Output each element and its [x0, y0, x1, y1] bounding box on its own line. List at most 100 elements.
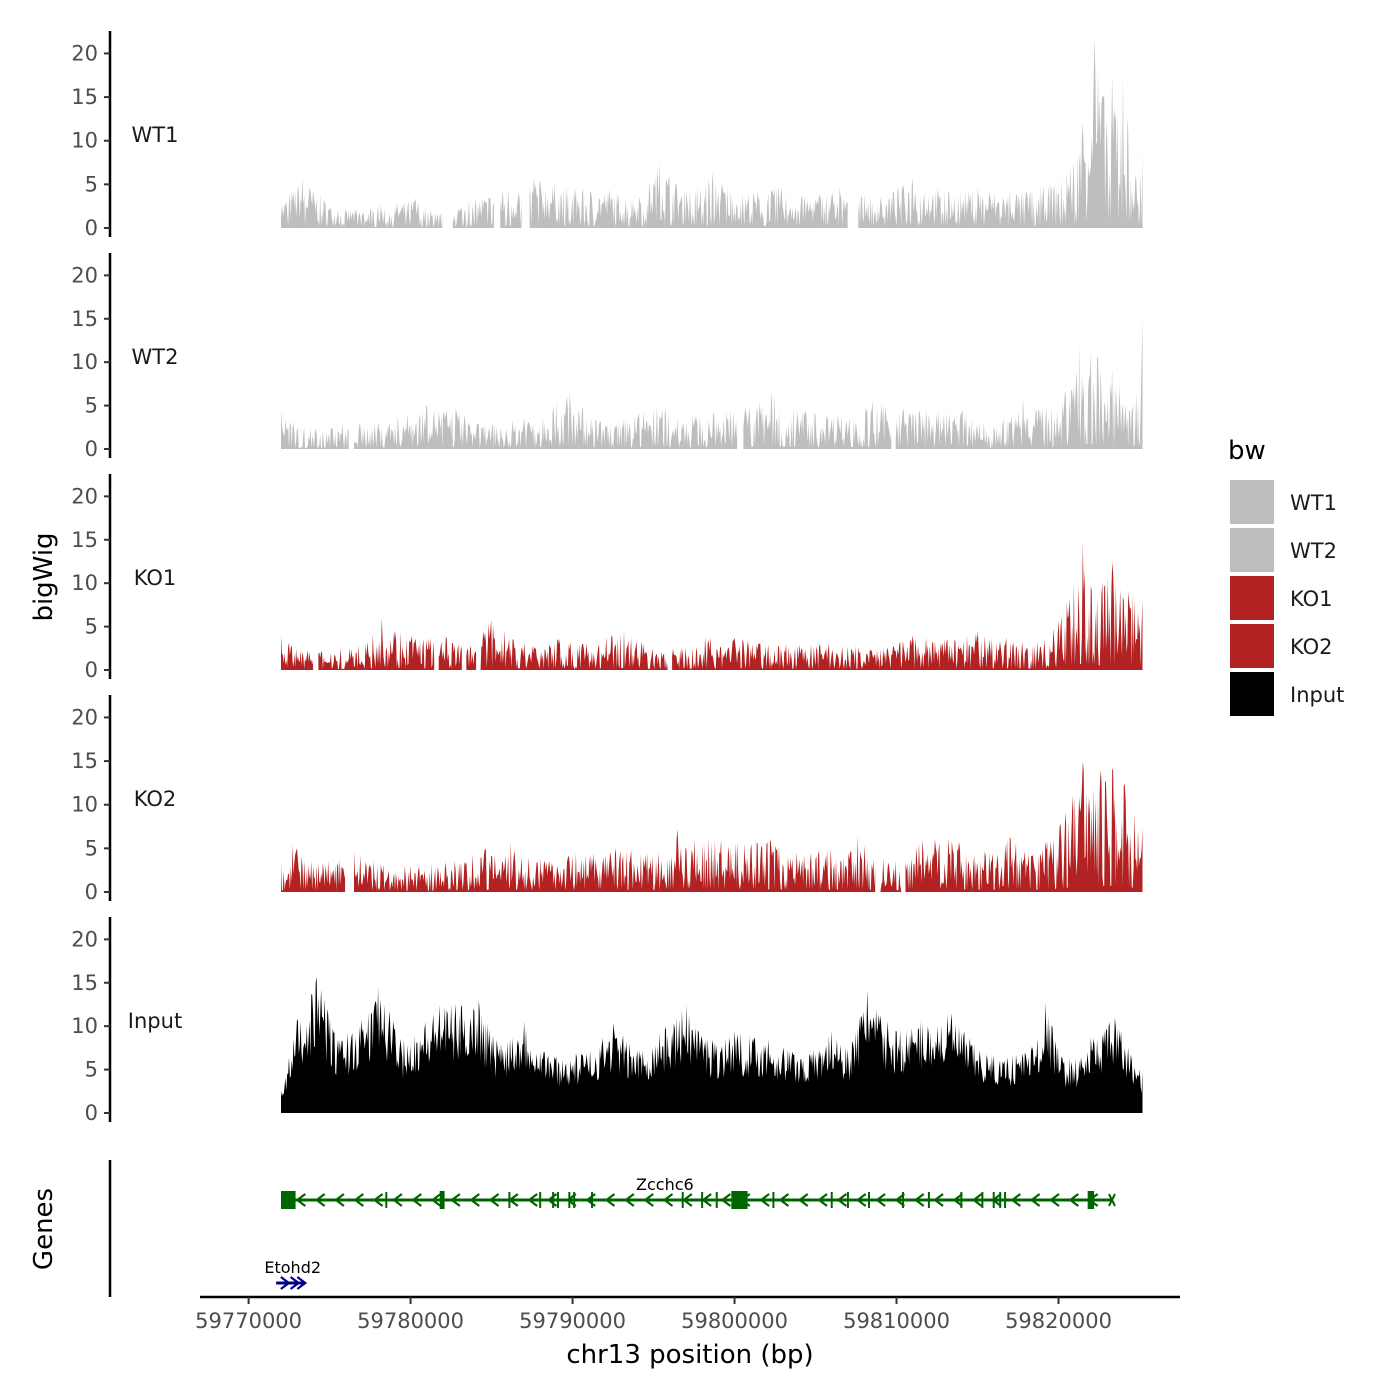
- x-axis: 59770000 59780000 59790000 59800000 59810000…: [195, 1295, 1180, 1333]
- y-tick-label: 10: [71, 1014, 98, 1038]
- legend-swatch: [1230, 576, 1274, 620]
- strand-arrow-icon: [855, 1193, 867, 1207]
- strand-arrow-icon: [643, 1193, 654, 1207]
- strand-arrow-icon: [1049, 1193, 1060, 1207]
- gene-end-mark: [1108, 1193, 1116, 1207]
- strand-arrow-icon: [1010, 1193, 1022, 1207]
- legend-swatch: [1230, 480, 1274, 524]
- strand-arrow-icon: [1029, 1193, 1041, 1207]
- y-tick-label: 20: [71, 41, 98, 65]
- exon-block: [280, 1191, 296, 1209]
- y-tick-label: 0: [85, 216, 98, 240]
- y-tick-label: 20: [71, 263, 98, 287]
- track-label: KO2: [134, 787, 177, 811]
- strand-arrow-icon: [933, 1193, 944, 1207]
- strand-arrow-icon: [971, 1193, 983, 1207]
- strand-arrow-icon: [759, 1193, 770, 1207]
- gene-label: Etohd2: [264, 1258, 321, 1277]
- legend-swatch: [1230, 624, 1274, 668]
- legend-item-ko1: KO1: [1230, 576, 1333, 620]
- gene-zcchc6: Zcchc6: [280, 1175, 1116, 1209]
- y-tick-label: 15: [71, 307, 98, 331]
- coverage-area-ko1: [281, 542, 1143, 670]
- y-tick-label: 20: [71, 705, 98, 729]
- legend-label: WT1: [1290, 491, 1337, 515]
- track-wt2: 0 5 10 15 20 WT2: [71, 253, 1143, 461]
- y-tick-label: 5: [85, 615, 98, 639]
- strand-arrow-icon: [527, 1193, 538, 1207]
- coverage-area-ko2: [281, 761, 1143, 892]
- strand-arrow-icon: [334, 1193, 345, 1207]
- legend-label: Input: [1290, 683, 1344, 707]
- strand-arrow-icon: [450, 1193, 461, 1207]
- y-tick-label: 10: [71, 350, 98, 374]
- y-tick-label: 15: [71, 528, 98, 552]
- strand-arrow-icon: [720, 1193, 732, 1207]
- strand-arrow-icon: [797, 1193, 809, 1207]
- x-tick-label: 59810000: [843, 1309, 950, 1333]
- y-tick-label: 0: [85, 658, 98, 682]
- strand-arrow-icon: [1068, 1193, 1079, 1207]
- strand-arrow-icon: [289, 1276, 301, 1290]
- x-tick-label: 59780000: [357, 1309, 464, 1333]
- y-tick-label: 5: [85, 1058, 98, 1082]
- track-input: 0 5 10 15 20 Input: [71, 917, 1143, 1125]
- track-label: Input: [128, 1009, 182, 1033]
- legend-swatch: [1230, 672, 1274, 716]
- track-label: WT2: [132, 345, 179, 369]
- exon-block: [439, 1191, 445, 1209]
- legend-label: WT2: [1290, 539, 1337, 563]
- strand-arrow-icon: [604, 1193, 616, 1207]
- y-tick-label: 0: [85, 437, 98, 461]
- bigwig-tracks: 0 5 10 15 20 WT1 0 5 10 15 20 WT2 0 5 10 15 20 KO1 0 5 10 15 2…: [71, 31, 1143, 1125]
- track-label: KO1: [134, 566, 177, 590]
- gene-etohd2: Etohd2: [264, 1258, 321, 1290]
- strand-arrow-icon: [295, 1193, 306, 1207]
- y-tick-label: 0: [85, 880, 98, 904]
- x-tick-label: 59820000: [1005, 1309, 1112, 1333]
- legend-item-wt1: WT1: [1230, 480, 1337, 524]
- y-tick-label: 15: [71, 749, 98, 773]
- y-tick-label: 5: [85, 394, 98, 418]
- legend-item-ko2: KO2: [1230, 624, 1333, 668]
- y-tick-label: 15: [71, 85, 98, 109]
- genes-panel: Zcchc6 Etohd2: [108, 1160, 1116, 1297]
- x-axis-title: chr13 position (bp): [566, 1340, 813, 1370]
- y-tick-label: 0: [85, 1101, 98, 1125]
- strand-arrow-icon: [681, 1193, 693, 1207]
- strand-arrow-icon: [817, 1193, 828, 1207]
- coverage-area-wt1: [281, 37, 1143, 229]
- legend-swatch: [1230, 528, 1274, 572]
- y-tick-label: 10: [71, 129, 98, 153]
- legend-item-wt2: WT2: [1230, 528, 1337, 572]
- coverage-area-wt2: [281, 318, 1143, 449]
- y-tick-label: 10: [71, 571, 98, 595]
- gene-end-arrow-icon: [296, 1276, 308, 1290]
- strand-arrow-icon: [469, 1193, 480, 1207]
- x-tick-label: 59800000: [681, 1309, 788, 1333]
- strand-arrow-icon: [662, 1193, 674, 1207]
- y-tick-label: 15: [71, 971, 98, 995]
- genes-panel-title: Genes: [29, 1188, 59, 1270]
- strand-arrow-icon: [392, 1193, 403, 1207]
- strand-arrow-icon: [280, 1276, 291, 1290]
- strand-arrow-icon: [411, 1193, 422, 1207]
- y-tick-label: 5: [85, 172, 98, 196]
- exon-block: [731, 1191, 748, 1209]
- track-label: WT1: [132, 123, 179, 147]
- strand-arrow-icon: [952, 1193, 964, 1207]
- track-ko1: 0 5 10 15 20 KO1: [71, 474, 1143, 682]
- strand-arrow-icon: [836, 1193, 848, 1207]
- strand-arrow-icon: [913, 1193, 925, 1207]
- strand-arrow-icon: [778, 1193, 790, 1207]
- strand-arrow-icon: [624, 1193, 635, 1207]
- legend-label: KO2: [1290, 635, 1333, 659]
- strand-arrow-icon: [353, 1193, 364, 1207]
- exon-block: [1087, 1191, 1095, 1209]
- strand-arrow-icon: [430, 1193, 442, 1207]
- y-tick-label: 20: [71, 484, 98, 508]
- x-tick-label: 59790000: [519, 1309, 626, 1333]
- legend-label: KO1: [1290, 587, 1333, 611]
- gene-label: Zcchc6: [636, 1175, 694, 1194]
